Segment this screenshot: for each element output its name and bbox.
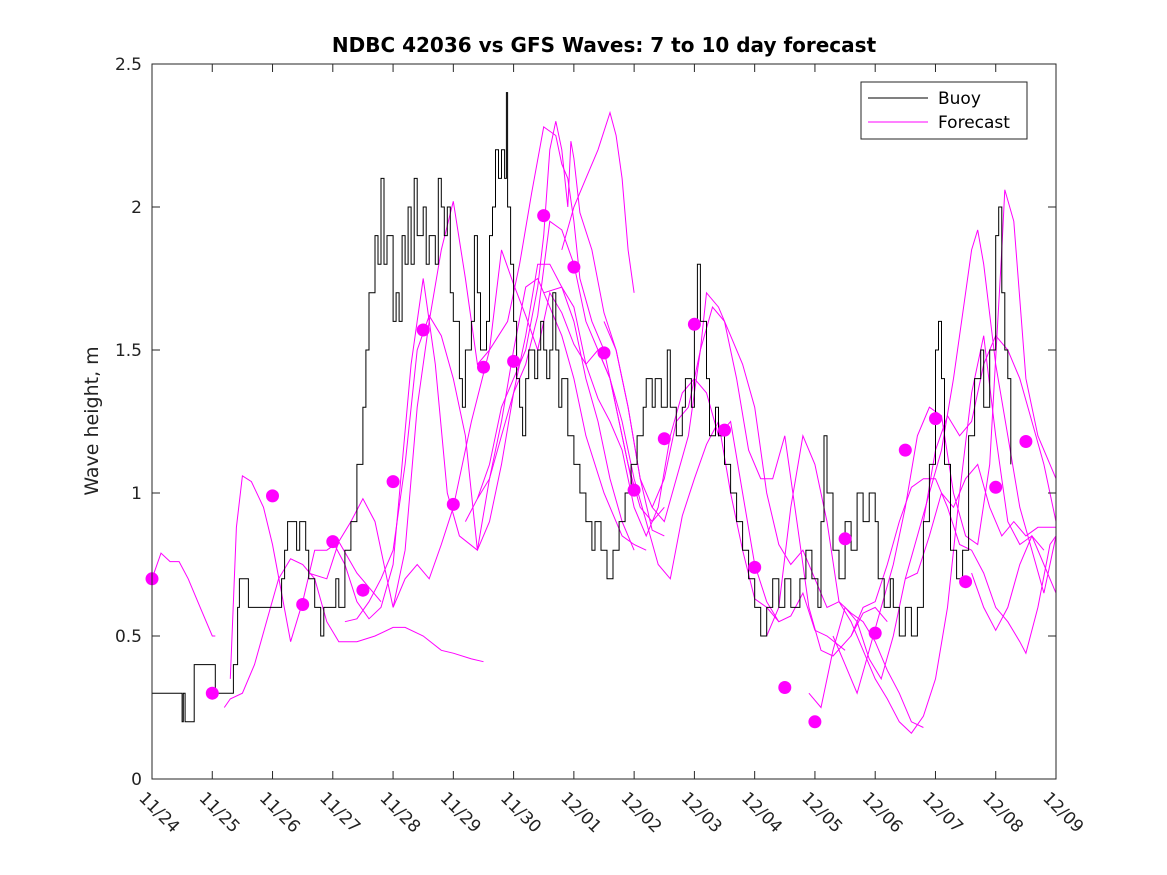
forecast-marker-9 bbox=[477, 360, 490, 374]
forecast-line-9 bbox=[476, 220, 780, 623]
forecast-marker-18 bbox=[748, 560, 762, 574]
forecast-marker-21 bbox=[838, 532, 852, 546]
legend: Buoy Forecast bbox=[860, 81, 1028, 140]
forecast-marker-27 bbox=[1019, 435, 1033, 448]
series-group bbox=[152, 92, 1056, 734]
plot-area bbox=[152, 64, 1056, 779]
legend-label-buoy: Buoy bbox=[938, 89, 981, 109]
forecast-marker-10 bbox=[507, 354, 521, 368]
buoy-line bbox=[152, 92, 1012, 723]
forecast-marker-4 bbox=[326, 535, 340, 549]
forecast-line-16 bbox=[850, 478, 1056, 655]
forecast-marker-24 bbox=[929, 412, 942, 426]
forecast-line-13 bbox=[766, 335, 1045, 734]
forecast-line-5 bbox=[344, 263, 635, 623]
y-tick-label-1: 0.5 bbox=[115, 627, 142, 647]
forecast-marker-17 bbox=[718, 423, 731, 437]
forecast-marker-2 bbox=[266, 489, 279, 503]
forecast-marker-23 bbox=[898, 443, 912, 457]
y-tick-label-3: 1.5 bbox=[115, 341, 142, 361]
forecast-marker-25 bbox=[959, 575, 973, 589]
forecast-marker-8 bbox=[446, 497, 460, 511]
forecast-line-8 bbox=[561, 110, 635, 293]
y-axis: 0 0.5 1 1.5 2 2.5 bbox=[115, 55, 1056, 790]
forecast-marker-20 bbox=[808, 715, 822, 729]
forecast-line-6 bbox=[392, 126, 665, 608]
forecast-marker-1 bbox=[205, 686, 219, 700]
legend-label-forecast: Forecast bbox=[938, 113, 1010, 133]
forecast-marker-15 bbox=[657, 432, 671, 446]
plot-content bbox=[145, 92, 1056, 734]
forecast-line-11 bbox=[603, 306, 888, 657]
forecast-marker-13 bbox=[597, 346, 611, 360]
forecast-marker-14 bbox=[627, 483, 641, 497]
chart-title: NDBC 42036 vs GFS Waves: 7 to 10 day for… bbox=[332, 33, 877, 57]
forecast-line-0 bbox=[152, 552, 216, 637]
forecast-line-2 bbox=[223, 558, 484, 708]
forecast-marker-26 bbox=[989, 480, 1003, 494]
forecast-line-19 bbox=[971, 534, 1056, 632]
forecast-line-18 bbox=[905, 463, 1056, 580]
forecast-marker-11 bbox=[537, 209, 551, 223]
forecast-marker-12 bbox=[567, 260, 581, 274]
legend-box bbox=[860, 81, 1028, 140]
forecast-marker-22 bbox=[868, 626, 882, 640]
forecast-marker-5 bbox=[356, 583, 370, 597]
y-tick-label-5: 2.5 bbox=[115, 55, 142, 75]
forecast-marker-19 bbox=[778, 681, 792, 694]
axes-box bbox=[151, 63, 1057, 780]
y-axis-label: Wave height, m bbox=[81, 346, 103, 495]
forecast-marker-3 bbox=[296, 598, 310, 611]
forecast-marker-6 bbox=[386, 475, 400, 489]
y-tick-label-0: 0 bbox=[131, 770, 142, 790]
forecast-line-14 bbox=[808, 229, 1056, 709]
y-tick-label-2: 1 bbox=[131, 484, 142, 504]
forecast-marker-7 bbox=[416, 323, 430, 337]
y-tick-label-4: 2 bbox=[131, 198, 142, 218]
forecast-marker-16 bbox=[687, 317, 701, 331]
